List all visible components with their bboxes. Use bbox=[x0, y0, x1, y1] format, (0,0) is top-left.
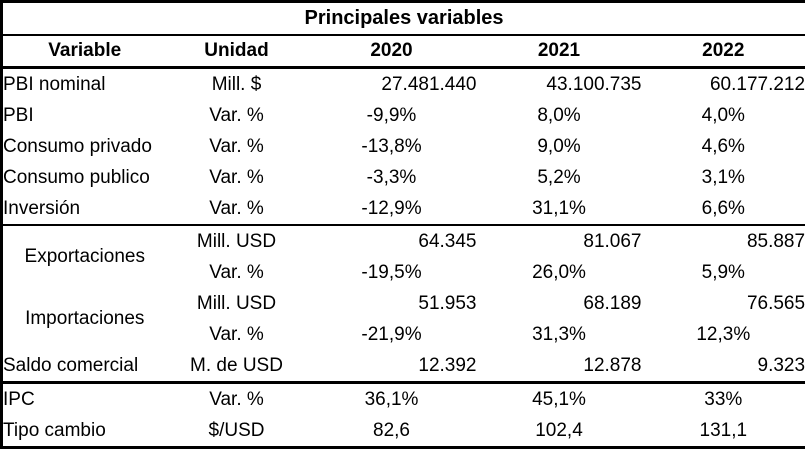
cell-variable-exportaciones: Exportaciones bbox=[2, 225, 167, 288]
cell-2022: 85.887 bbox=[642, 225, 805, 257]
table-row-pbi: PBI Var. % -9,9% 8,0% 4,0% bbox=[2, 100, 805, 131]
cell-2020: -19,5% bbox=[307, 257, 477, 288]
cell-2021: 8,0% bbox=[477, 100, 642, 131]
cell-2021: 12.878 bbox=[477, 350, 642, 383]
cell-unidad: Mill. USD bbox=[167, 225, 307, 257]
table-row-saldo-comercial: Saldo comercial M. de USD 12.392 12.878 … bbox=[2, 350, 805, 383]
cell-unidad: $/USD bbox=[167, 415, 307, 448]
cell-2020: 82,6 bbox=[307, 415, 477, 448]
cell-2020: -3,3% bbox=[307, 162, 477, 193]
table-title: Principales variables bbox=[2, 2, 805, 36]
cell-unidad: Var. % bbox=[167, 162, 307, 193]
cell-unidad: Var. % bbox=[167, 193, 307, 225]
header-unidad: Unidad bbox=[167, 35, 307, 68]
cell-2022: 60.177.212 bbox=[642, 68, 805, 101]
cell-unidad: Var. % bbox=[167, 319, 307, 350]
cell-2021: 45,1% bbox=[477, 383, 642, 416]
cell-unidad: Var. % bbox=[167, 131, 307, 162]
table-row-importaciones-musd: Importaciones Mill. USD 51.953 68.189 76… bbox=[2, 288, 805, 319]
cell-2022: 76.565 bbox=[642, 288, 805, 319]
cell-2022: 4,6% bbox=[642, 131, 805, 162]
cell-2020: 12.392 bbox=[307, 350, 477, 383]
cell-unidad: Var. % bbox=[167, 100, 307, 131]
cell-variable: Consumo privado bbox=[2, 131, 167, 162]
cell-variable: PBI bbox=[2, 100, 167, 131]
cell-2021: 9,0% bbox=[477, 131, 642, 162]
cell-unidad: Mill. USD bbox=[167, 288, 307, 319]
cell-2022: 33% bbox=[642, 383, 805, 416]
cell-2022: 5,9% bbox=[642, 257, 805, 288]
cell-2020: -9,9% bbox=[307, 100, 477, 131]
cell-2021: 5,2% bbox=[477, 162, 642, 193]
cell-2020: 64.345 bbox=[307, 225, 477, 257]
cell-variable: Inversión bbox=[2, 193, 167, 225]
cell-2020: 36,1% bbox=[307, 383, 477, 416]
cell-2020: 51.953 bbox=[307, 288, 477, 319]
table-row-pbi-nominal: PBI nominal Mill. $ 27.481.440 43.100.73… bbox=[2, 68, 805, 101]
table-row-tipo-cambio: Tipo cambio $/USD 82,6 102,4 131,1 bbox=[2, 415, 805, 448]
table-row-consumo-privado: Consumo privado Var. % -13,8% 9,0% 4,6% bbox=[2, 131, 805, 162]
cell-unidad: M. de USD bbox=[167, 350, 307, 383]
cell-variable: Consumo publico bbox=[2, 162, 167, 193]
cell-2021: 26,0% bbox=[477, 257, 642, 288]
cell-2021: 81.067 bbox=[477, 225, 642, 257]
cell-2020: -13,8% bbox=[307, 131, 477, 162]
cell-2022: 9.323 bbox=[642, 350, 805, 383]
header-2021: 2021 bbox=[477, 35, 642, 68]
cell-2022: 3,1% bbox=[642, 162, 805, 193]
cell-2021: 102,4 bbox=[477, 415, 642, 448]
cell-2022: 6,6% bbox=[642, 193, 805, 225]
cell-2021: 31,3% bbox=[477, 319, 642, 350]
cell-variable: Tipo cambio bbox=[2, 415, 167, 448]
cell-unidad: Var. % bbox=[167, 257, 307, 288]
cell-unidad: Var. % bbox=[167, 383, 307, 416]
cell-variable: Saldo comercial bbox=[2, 350, 167, 383]
table-row-consumo-publico: Consumo publico Var. % -3,3% 5,2% 3,1% bbox=[2, 162, 805, 193]
header-variable: Variable bbox=[2, 35, 167, 68]
header-2020: 2020 bbox=[307, 35, 477, 68]
table-row-inversion: Inversión Var. % -12,9% 31,1% 6,6% bbox=[2, 193, 805, 225]
cell-2020: -21,9% bbox=[307, 319, 477, 350]
cell-2020: 27.481.440 bbox=[307, 68, 477, 101]
table-row-exportaciones-musd: Exportaciones Mill. USD 64.345 81.067 85… bbox=[2, 225, 805, 257]
cell-2022: 12,3% bbox=[642, 319, 805, 350]
cell-variable: PBI nominal bbox=[2, 68, 167, 101]
table-title-row: Principales variables bbox=[2, 2, 805, 36]
cell-2022: 4,0% bbox=[642, 100, 805, 131]
table-row-ipc: IPC Var. % 36,1% 45,1% 33% bbox=[2, 383, 805, 416]
cell-2021: 31,1% bbox=[477, 193, 642, 225]
cell-2022: 131,1 bbox=[642, 415, 805, 448]
cell-2020: -12,9% bbox=[307, 193, 477, 225]
header-2022: 2022 bbox=[642, 35, 805, 68]
cell-2021: 43.100.735 bbox=[477, 68, 642, 101]
table-header-row: Variable Unidad 2020 2021 2022 bbox=[2, 35, 805, 68]
cell-unidad: Mill. $ bbox=[167, 68, 307, 101]
cell-variable-importaciones: Importaciones bbox=[2, 288, 167, 350]
cell-2021: 68.189 bbox=[477, 288, 642, 319]
cell-variable: IPC bbox=[2, 383, 167, 416]
